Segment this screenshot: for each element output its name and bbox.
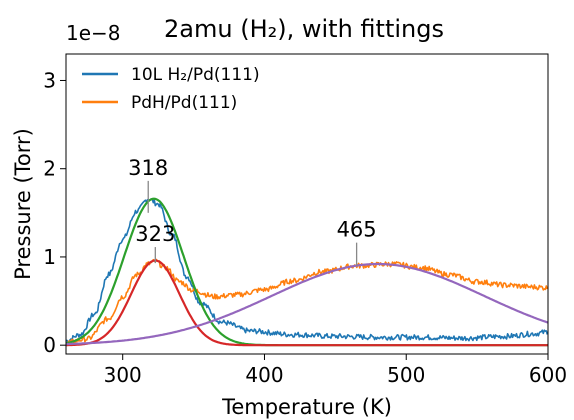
annotation-layer: 318 323 465 [128, 156, 377, 266]
x-tick-label: 300 [104, 363, 142, 387]
series-line-4 [66, 259, 548, 347]
legend-label-series-2: PdH/Pd(111) [131, 93, 237, 113]
y-tick-label: 1 [43, 245, 56, 269]
chart-title: 2amu (H₂), with fittings [164, 15, 444, 43]
x-axis-ticks: 300 400 500 600 [104, 354, 567, 387]
plot-area: 318 323 465 [65, 53, 549, 355]
y-tick-label: 2 [43, 157, 56, 181]
series-line-5 [66, 262, 548, 346]
series-layer [66, 197, 548, 347]
offset-text: 1e−8 [66, 21, 121, 45]
series-line-1 [66, 198, 548, 344]
legend: 10L H₂/Pd(111) PdH/Pd(111) [82, 65, 260, 113]
series-line-2 [66, 258, 548, 346]
x-tick-label: 600 [529, 363, 567, 387]
y-axis-label: Pressure (Torr) [11, 128, 35, 280]
peak-annotation: 318 [128, 156, 168, 180]
series-line-3 [66, 197, 548, 347]
x-tick-label: 500 [387, 363, 425, 387]
y-axis-ticks: 0 1 2 3 [43, 68, 66, 357]
y-tick-label: 3 [43, 68, 56, 92]
legend-label-series-1: 10L H₂/Pd(111) [131, 65, 260, 85]
x-axis-label: Temperature (K) [221, 395, 392, 419]
peak-annotation: 465 [337, 218, 377, 242]
y-tick-label: 0 [43, 333, 56, 357]
axes-frame [65, 53, 549, 355]
peak-annotation: 323 [135, 222, 175, 246]
x-tick-label: 400 [245, 363, 283, 387]
